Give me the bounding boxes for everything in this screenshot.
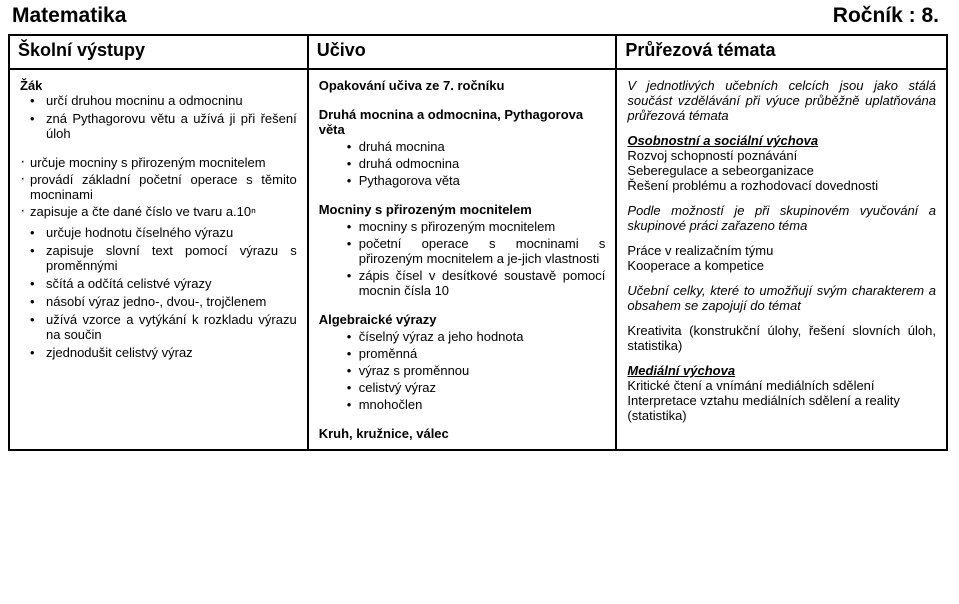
- list-item: provádí základní početní operace s těmit…: [20, 172, 297, 202]
- intro-para: V jednotlivých učebních celcích jsou jak…: [627, 78, 936, 123]
- s3-list: mocniny s přirozeným mocnitelem početní …: [319, 219, 606, 298]
- theme-heading: Osobnostní a sociální výchova: [627, 133, 936, 148]
- section-heading: Druhá mocnina a odmocnina, Pythagorova v…: [319, 107, 606, 137]
- header-outputs: Školní výstupy: [10, 36, 307, 70]
- section-heading: Opakování učiva ze 7. ročníku: [319, 78, 606, 93]
- section-heading: Mocniny s přirozeným mocnitelem: [319, 202, 606, 217]
- list-item: druhá odmocnina: [319, 156, 606, 171]
- list-item: mnohočlen: [319, 397, 606, 412]
- col-curriculum: Učivo Opakování učiva ze 7. ročníku Druh…: [309, 36, 618, 449]
- theme-line: Řešení problému a rozhodovací dovednosti: [627, 178, 936, 193]
- theme-line: Kritické čtení a vnímání mediálních sděl…: [627, 378, 936, 393]
- list-item: zná Pythagorovu větu a užívá ji při řeše…: [20, 111, 297, 141]
- list-item: určí druhou mocninu a odmocninu: [20, 93, 297, 108]
- col-outputs: Školní výstupy Žák určí druhou mocninu a…: [10, 36, 309, 449]
- theme-line: Práce v realizačním týmu: [627, 243, 936, 258]
- list-item: zápis čísel v desítkové soustavě pomocí …: [319, 268, 606, 298]
- page: Matematika Ročník : 8. Školní výstupy Žá…: [0, 0, 959, 604]
- intro-para: Učební celky, které to umožňují svým cha…: [627, 283, 936, 313]
- section-heading: Algebraické výrazy: [319, 312, 606, 327]
- theme-line: Rozvoj schopností poznávání: [627, 148, 936, 163]
- list-item: druhá mocnina: [319, 139, 606, 154]
- list-item: výraz s proměnnou: [319, 363, 606, 378]
- zak-label: Žák: [20, 78, 297, 93]
- s2-list: druhá mocnina druhá odmocnina Pythagorov…: [319, 139, 606, 188]
- grade-label: Ročník : 8.: [833, 4, 939, 28]
- section-heading: Kruh, kružnice, válec: [319, 426, 606, 441]
- s4-list: číselný výraz a jeho hodnota proměnná vý…: [319, 329, 606, 412]
- theme-line: Interpretace vztahu mediálních sdělení a…: [627, 393, 936, 423]
- list-item: sčítá a odčítá celistvé výrazy: [20, 276, 297, 291]
- title-row: Matematika Ročník : 8.: [0, 0, 959, 34]
- list-item: celistvý výraz: [319, 380, 606, 395]
- list-item: zapisuje a čte dané číslo ve tvaru a.10ⁿ: [20, 204, 297, 219]
- outputs-mid-list: určuje mocniny s přirozeným mocnitelem p…: [20, 155, 297, 219]
- list-item: číselný výraz a jeho hodnota: [319, 329, 606, 344]
- theme-line: Seberegulace a sebeorganizace: [627, 163, 936, 178]
- theme-heading: Mediální výchova: [627, 363, 936, 378]
- list-item: násobí výraz jedno-, dvou-, trojčlenem: [20, 294, 297, 309]
- list-item: proměnná: [319, 346, 606, 361]
- cell-outputs: Žák určí druhou mocninu a odmocninu zná …: [10, 70, 307, 382]
- outputs-bottom-list: určuje hodnotu číselného výrazu zapisuje…: [20, 225, 297, 360]
- col-themes: Průřezová témata V jednotlivých učebních…: [617, 36, 946, 449]
- outputs-top-list: určí druhou mocninu a odmocninu zná Pyth…: [20, 93, 297, 141]
- list-item: zapisuje slovní text pomocí výrazu s pro…: [20, 243, 297, 273]
- theme-line: Kreativita (konstrukční úlohy, řešení sl…: [627, 323, 936, 353]
- list-item: Pythagorova věta: [319, 173, 606, 188]
- cell-themes: V jednotlivých učebních celcích jsou jak…: [617, 70, 946, 431]
- curriculum-table: Školní výstupy Žák určí druhou mocninu a…: [8, 34, 948, 451]
- header-curriculum: Učivo: [309, 36, 616, 70]
- list-item: užívá vzorce a vytýkání k rozkladu výraz…: [20, 312, 297, 342]
- theme-line: Kooperace a kompetice: [627, 258, 936, 273]
- list-item: určuje hodnotu číselného výrazu: [20, 225, 297, 240]
- list-item: mocniny s přirozeným mocnitelem: [319, 219, 606, 234]
- intro-para: Podle možností je při skupinovém vyučová…: [627, 203, 936, 233]
- header-themes: Průřezová témata: [617, 36, 946, 70]
- subject-title: Matematika: [12, 4, 126, 28]
- list-item: zjednodušit celistvý výraz: [20, 345, 297, 360]
- list-item: početní operace s mocninami s přirozeným…: [319, 236, 606, 266]
- cell-curriculum: Opakování učiva ze 7. ročníku Druhá mocn…: [309, 70, 616, 449]
- list-item: určuje mocniny s přirozeným mocnitelem: [20, 155, 297, 170]
